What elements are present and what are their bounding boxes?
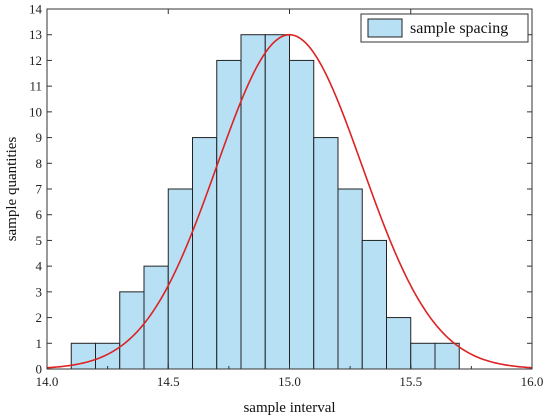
y-axis-title: sample quantities (4, 137, 20, 242)
y-tick-label: 12 (29, 53, 42, 68)
y-tick-label: 6 (36, 207, 43, 222)
x-tick-label: 15.5 (399, 374, 422, 389)
y-tick-label: 13 (29, 27, 42, 42)
y-tick-label: 10 (29, 104, 42, 119)
histogram-bar (410, 342, 436, 370)
y-tick-label: 14 (29, 2, 43, 17)
y-tick-label: 5 (36, 233, 43, 248)
x-tick-label: 16.0 (521, 374, 544, 389)
x-tick-label: 15.0 (278, 374, 301, 389)
legend-label: sample spacing (410, 20, 508, 37)
legend-swatch (367, 18, 403, 38)
y-tick-label: 1 (36, 336, 43, 351)
histogram-bar (361, 239, 387, 370)
histogram-bar (289, 59, 315, 370)
histogram-bar (143, 265, 169, 370)
y-tick-label: 0 (36, 362, 43, 377)
y-tick-label: 4 (36, 259, 43, 274)
histogram-bar (216, 59, 242, 370)
y-tick-label: 8 (36, 156, 43, 171)
y-tick-label: 3 (36, 284, 43, 299)
legend: sample spacing (360, 13, 529, 43)
y-tick-label: 2 (36, 310, 43, 325)
y-tick-label: 9 (36, 130, 43, 145)
x-tick-label: 14.5 (157, 374, 180, 389)
y-tick-label: 11 (29, 79, 42, 94)
histogram-bar (192, 137, 218, 370)
histogram-bar (264, 34, 290, 370)
histogram-bar (337, 188, 363, 370)
histogram-bar (95, 342, 121, 370)
x-axis-title: sample interval (243, 400, 335, 416)
histogram-bar (434, 342, 460, 370)
x-axis: 14.0 14.5 15.0 15.5 16.0 (36, 9, 544, 389)
histogram-bars (70, 34, 460, 370)
normal-fit-curve (46, 33, 533, 369)
histogram-bar (386, 317, 412, 370)
y-tick-label: 7 (36, 182, 43, 197)
histogram-bar (119, 291, 145, 370)
histogram-bar (240, 34, 266, 370)
x-tick-label: 14.0 (36, 374, 59, 389)
histogram-bar (313, 137, 339, 370)
